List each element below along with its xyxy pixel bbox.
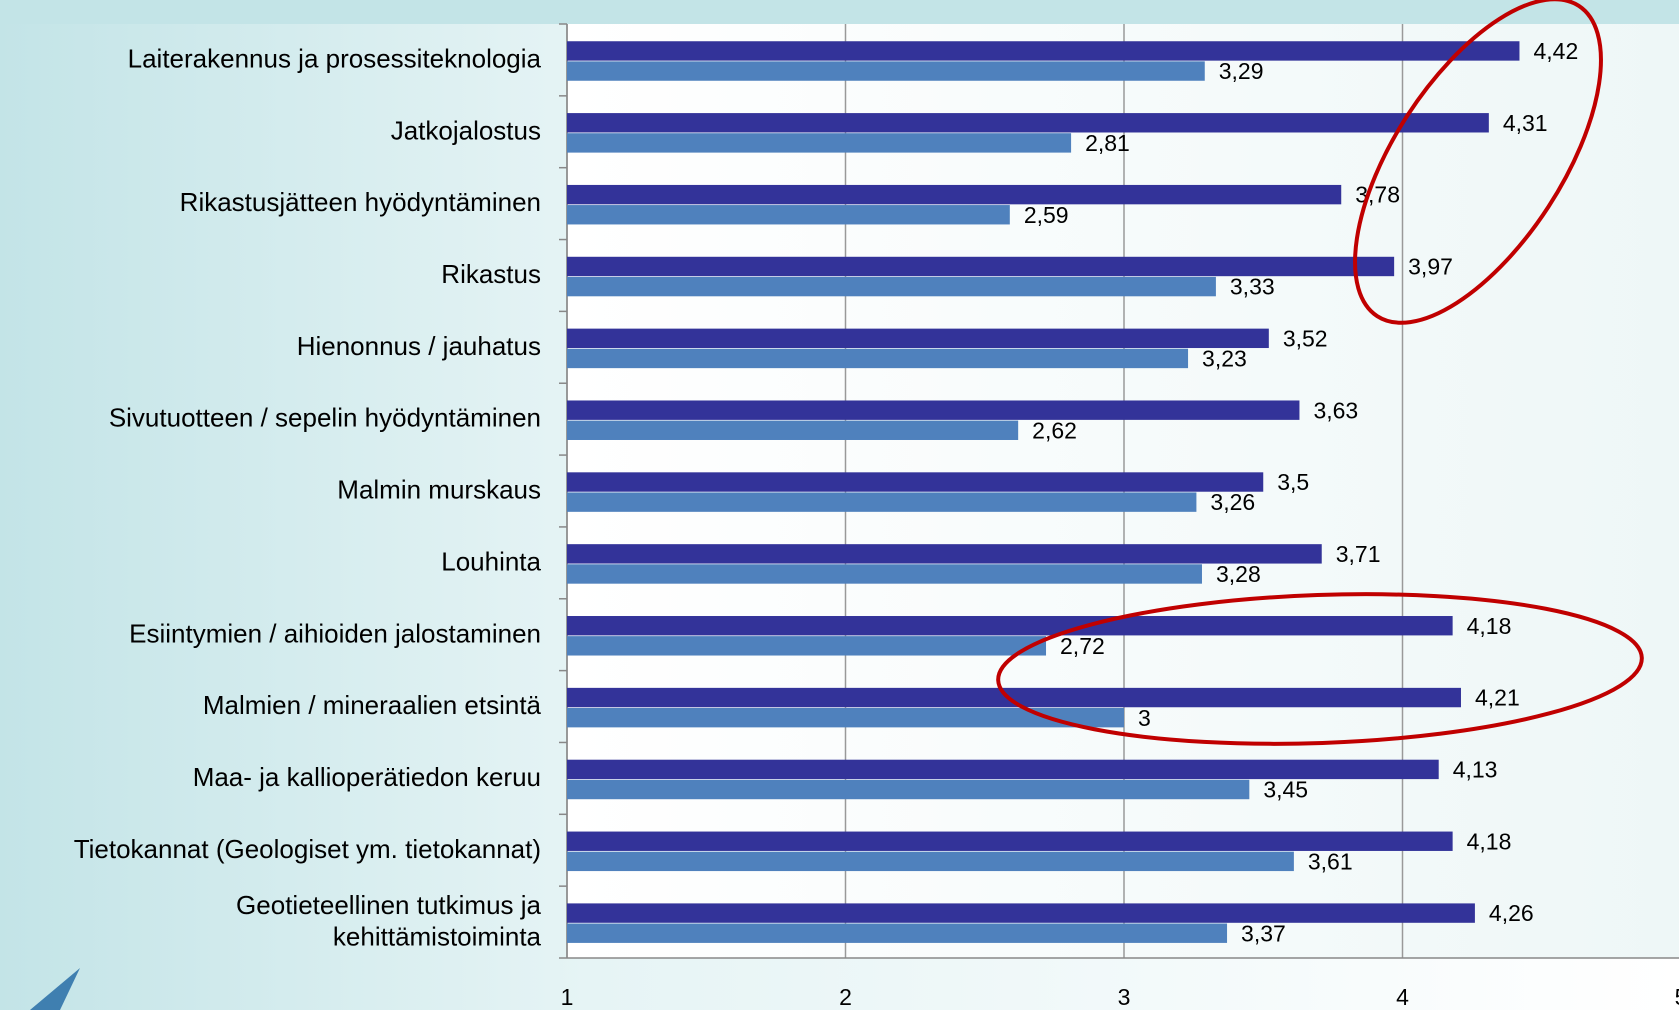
x-tick-label: 3 [1118, 984, 1131, 1010]
value-label: 2,62 [1032, 417, 1077, 443]
bar [567, 133, 1072, 153]
value-label: 3,63 [1313, 397, 1358, 423]
bar [567, 348, 1189, 369]
value-label: 4,18 [1467, 828, 1512, 854]
value-label: 3,78 [1355, 182, 1400, 208]
bar [567, 41, 1520, 61]
bar [567, 707, 1124, 728]
value-label: 3,61 [1308, 848, 1353, 874]
chart-layer: 1 2 3 4 5 Laiterakennus ja prosessiteknologia… [74, 23, 1679, 1010]
value-label: 4,21 [1475, 685, 1520, 711]
y-tick-label: Malmin murskaus [337, 475, 541, 505]
bar [567, 328, 1269, 349]
y-tick-label: Tietokannat (Geologiset ym. tietokannat) [74, 834, 541, 864]
y-tick-label: Esiintymien / aihioiden jalostaminen [129, 618, 541, 648]
bar [567, 492, 1197, 512]
x-tick-label: 1 [561, 984, 574, 1010]
bar [567, 256, 1395, 277]
value-label: 3,45 [1263, 777, 1308, 803]
bar [567, 759, 1439, 780]
bar [567, 113, 1489, 133]
bar [567, 564, 1202, 584]
bar [567, 544, 1322, 564]
y-tick-label: Rikastusjätteen hyödyntäminen [180, 187, 541, 217]
bar [567, 61, 1205, 81]
value-label: 2,81 [1085, 130, 1130, 156]
x-tick-label: 4 [1396, 984, 1409, 1010]
value-label: 4,18 [1467, 613, 1512, 639]
bar [567, 616, 1453, 636]
highlight-ellipse [1353, 0, 1603, 325]
value-label: 3 [1138, 705, 1151, 731]
y-tick-label: Malmien / mineraalien etsintä [203, 690, 542, 720]
y-tick-label: Geotieteellinen tutkimus ja kehittämistoi… [236, 890, 541, 951]
y-tick-label: Hienonnus / jauhatus [297, 331, 541, 361]
bar [567, 903, 1475, 923]
value-label: 3,71 [1336, 541, 1381, 567]
value-label: 2,72 [1060, 633, 1105, 659]
y-tick-label: Laiterakennus ja prosessiteknologia [128, 44, 542, 74]
value-label: 4,31 [1503, 110, 1548, 136]
value-label: 3,5 [1277, 469, 1309, 495]
bar [567, 205, 1010, 225]
top-band [0, 0, 1679, 24]
value-label: 2,59 [1024, 202, 1069, 228]
y-tick-label: Louhinta [441, 546, 541, 576]
y-tick-label: Jatkojalostus [391, 115, 541, 145]
x-tick-label: 5 [1675, 984, 1679, 1010]
bar [567, 687, 1461, 708]
value-label: 4,42 [1533, 38, 1578, 64]
y-tick-label: Rikastus [441, 259, 541, 289]
x-tick-label: 2 [839, 984, 852, 1010]
value-label: 4,13 [1453, 756, 1498, 782]
bar [567, 636, 1047, 656]
value-label: 3,52 [1283, 325, 1328, 351]
bar [567, 779, 1250, 800]
highlight-ellipse [996, 592, 1644, 746]
bar [567, 831, 1453, 851]
value-label: 3,37 [1241, 920, 1286, 946]
value-label: 3,23 [1202, 346, 1247, 372]
value-label: 3,29 [1219, 58, 1264, 84]
bar [567, 276, 1216, 297]
value-label: 4,26 [1489, 900, 1534, 926]
value-label: 3,33 [1230, 274, 1275, 300]
logo-fragment [30, 968, 80, 1010]
y-tick-label: Maa- ja kallioperätiedon keruu [193, 762, 541, 792]
bar [567, 851, 1294, 872]
bar [567, 184, 1342, 205]
value-label: 3,28 [1216, 561, 1261, 587]
bar [567, 400, 1300, 420]
bar [567, 420, 1019, 440]
value-label: 3,26 [1210, 489, 1255, 515]
value-label: 3,97 [1408, 254, 1453, 280]
bar [567, 472, 1264, 492]
y-tick-label: Sivutuotteen / sepelin hyödyntäminen [109, 403, 541, 433]
bar [567, 923, 1228, 943]
